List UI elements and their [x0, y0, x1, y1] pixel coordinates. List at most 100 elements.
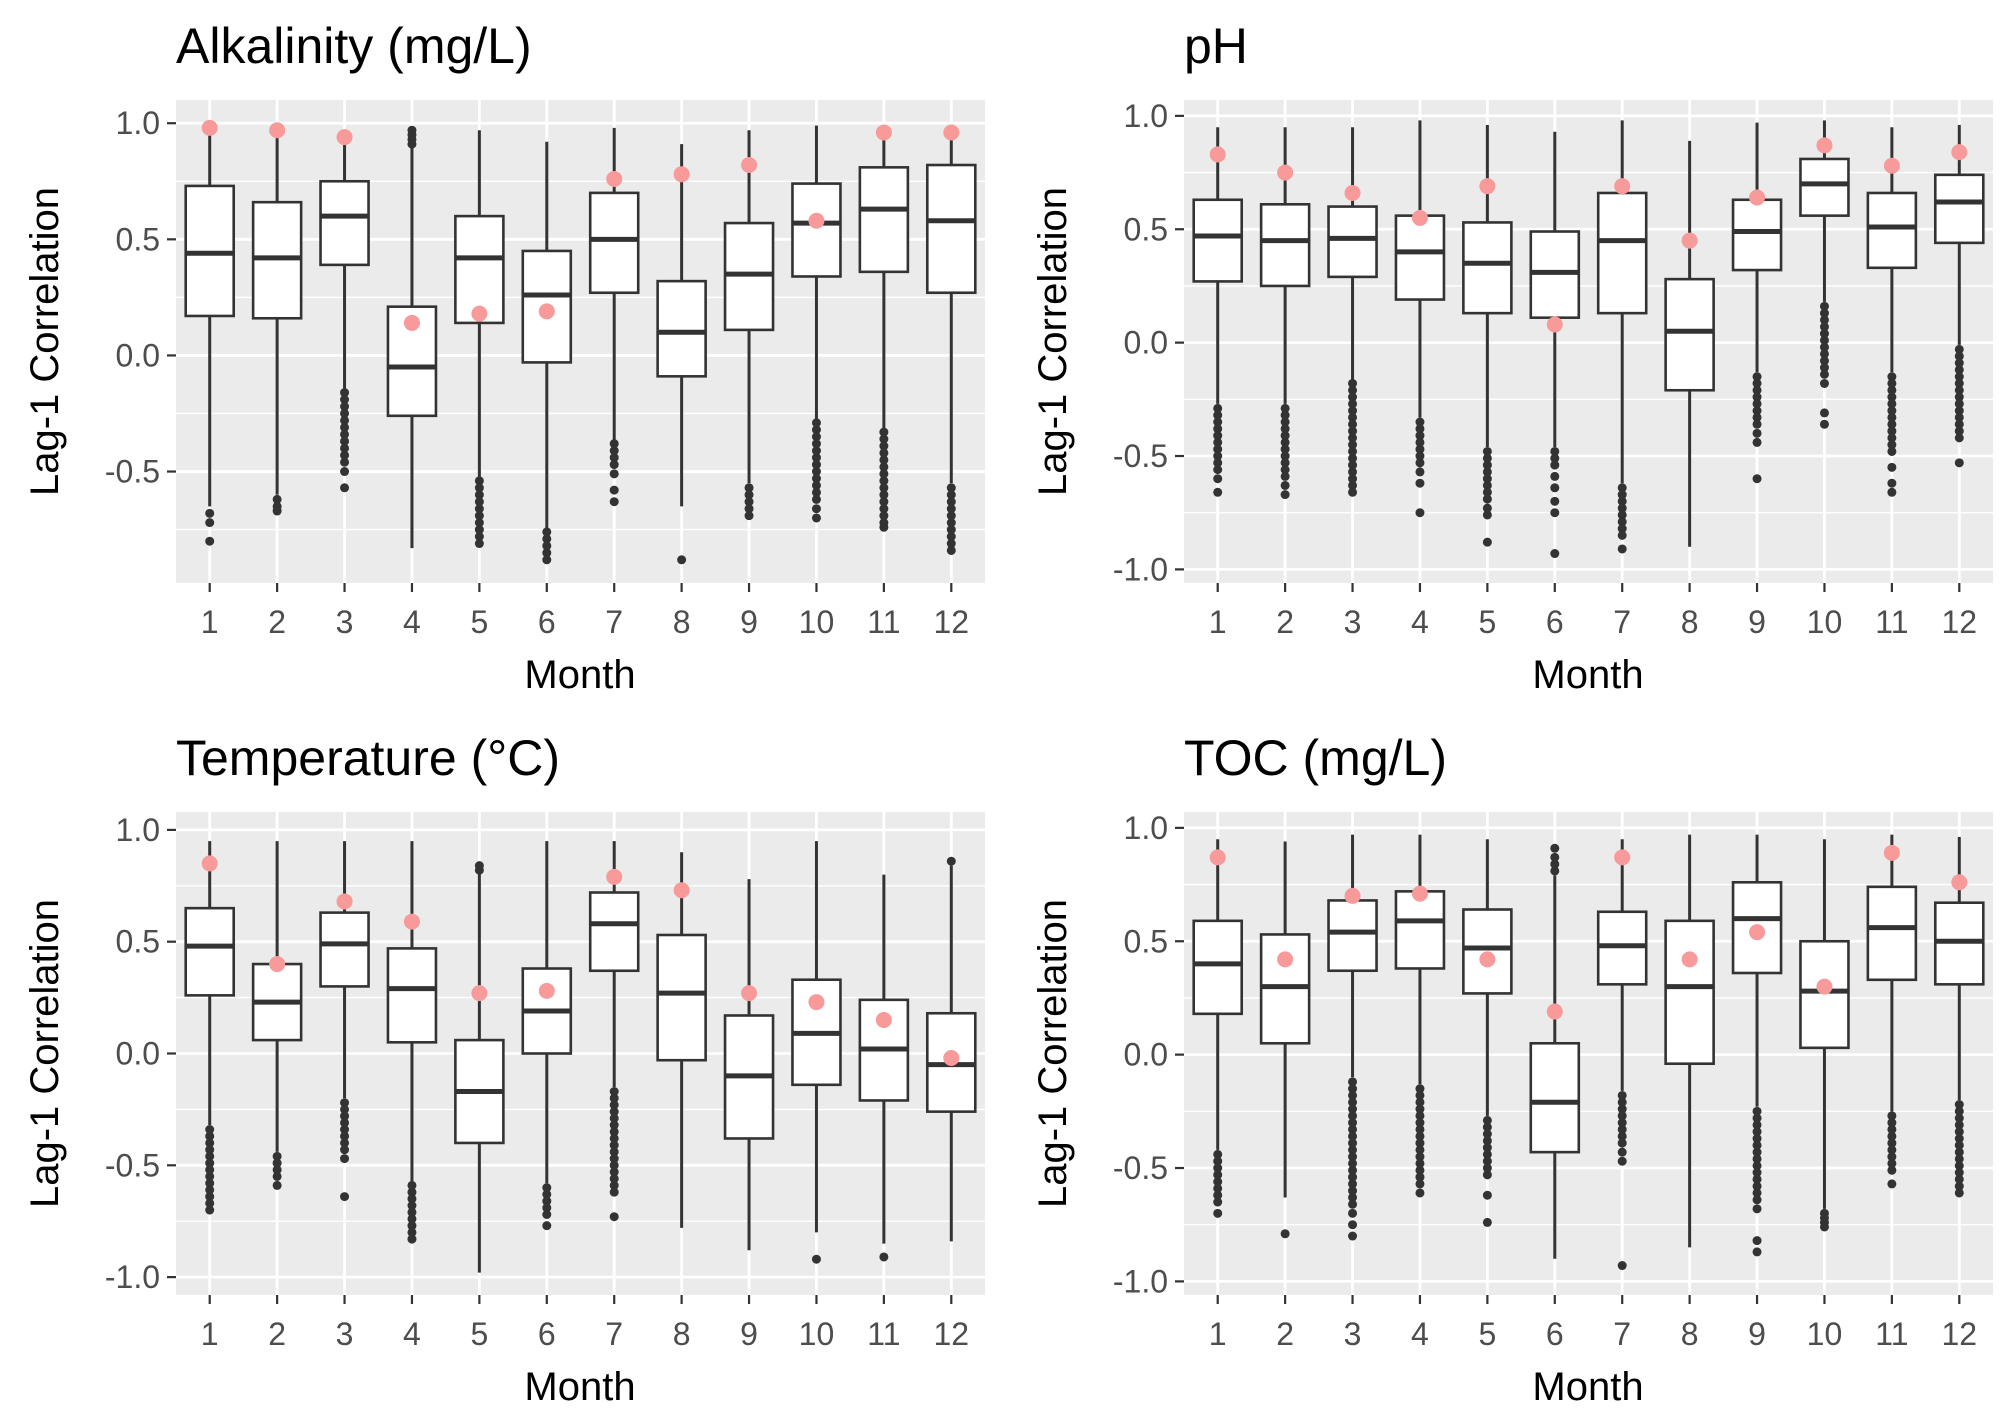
outlier-point: [609, 1187, 619, 1197]
outlier-point: [1550, 859, 1560, 869]
outlier-point: [1348, 1097, 1358, 1107]
outlier-point: [879, 476, 889, 486]
outlier-point: [1280, 458, 1290, 468]
outlier-point: [1954, 392, 1964, 402]
outlier-point: [272, 494, 282, 504]
box-month-1: [1192, 127, 1244, 497]
outlier-point: [879, 1252, 889, 1262]
box-month-8: [656, 144, 707, 565]
x-tick-label: 11: [867, 604, 900, 640]
outlier-point: [1752, 428, 1762, 438]
y-tick-label: 0.5: [1124, 923, 1168, 959]
outlier-point: [542, 555, 552, 565]
outlier-point: [474, 504, 484, 514]
panel-2: 1.00.50.0-0.5-1.01 2 3 4 5 6 7 8 9 10 11 12pHMonthL…: [1031, 18, 1993, 697]
observed-point: [1277, 951, 1294, 968]
observed-point: [471, 305, 488, 322]
box-month-7: [588, 841, 640, 1222]
outlier-point: [1752, 1161, 1762, 1171]
outlier-point: [744, 490, 754, 500]
outlier-point: [1954, 1147, 1964, 1157]
observed-point: [1209, 849, 1226, 866]
outlier-point: [1954, 1127, 1964, 1137]
outlier-point: [1348, 474, 1358, 484]
outlier-point: [340, 408, 350, 418]
outlier-point: [1280, 410, 1290, 420]
y-axis-title: Lag-1 Correlation: [1031, 899, 1075, 1208]
outlier-point: [340, 1154, 350, 1164]
outlier-point: [1348, 1158, 1358, 1168]
x-tick-label: 7: [1613, 604, 1631, 640]
outlier-point: [340, 1192, 350, 1202]
outlier-point: [1819, 322, 1829, 332]
outlier-point: [946, 539, 956, 549]
x-tick-label: 4: [1411, 1316, 1429, 1352]
y-tick-label: -1.0: [105, 1259, 160, 1295]
outlier-point: [407, 1187, 417, 1197]
y-axis-title: Lag-1 Correlation: [1031, 187, 1075, 496]
outlier-point: [1415, 437, 1425, 447]
x-tick-label: 2: [268, 1316, 286, 1352]
outlier-point: [811, 446, 821, 456]
outlier-point: [811, 460, 821, 470]
panel-3: 1.00.50.0-0.5-1.01 2 3 4 5 6 7 8 9 10 11 12Temperat…: [23, 730, 985, 1409]
outlier-point: [1348, 1077, 1358, 1087]
box-iqr: [1664, 919, 1715, 1066]
outlier-point: [1819, 349, 1829, 359]
observed-point: [1614, 849, 1631, 866]
x-tick-label: 12: [1941, 1316, 1977, 1352]
outlier-point: [474, 861, 484, 871]
outlier-point: [205, 1205, 215, 1215]
y-axis-title: Lag-1 Correlation: [23, 187, 67, 496]
outlier-point: [205, 508, 215, 518]
outlier-point: [1213, 465, 1223, 475]
outlier-point: [1954, 1134, 1964, 1144]
outlier-point: [1954, 458, 1964, 468]
observed-point: [1277, 164, 1294, 181]
outlier-point: [205, 1145, 215, 1155]
x-tick-label: 11: [1875, 1316, 1908, 1352]
outlier-point: [811, 1254, 821, 1264]
box-month-11: [1866, 834, 1918, 1189]
outlier-point: [1213, 1177, 1223, 1187]
observed-point: [606, 868, 623, 885]
outlier-point: [744, 483, 754, 493]
outlier-point: [1213, 1170, 1223, 1180]
outlier-point: [811, 480, 821, 490]
outlier-point: [272, 1180, 282, 1190]
box-iqr: [454, 214, 505, 325]
outlier-point: [1954, 344, 1964, 354]
outlier-point: [542, 534, 552, 544]
outlier-point: [811, 432, 821, 442]
outlier-point: [1819, 419, 1829, 429]
outlier-point: [609, 446, 619, 456]
box-month-12: [925, 856, 977, 1242]
outlier-point: [1752, 372, 1762, 382]
outlier-point: [1887, 1152, 1897, 1162]
observed-point: [1951, 144, 1968, 161]
outlier-point: [1954, 1161, 1964, 1171]
outlier-point: [1617, 496, 1627, 506]
x-tick-label: 4: [403, 1316, 421, 1352]
box-month-8: [656, 852, 707, 1228]
outlier-point: [1280, 431, 1290, 441]
outlier-point: [1348, 440, 1358, 450]
y-tick-label: 0.0: [1124, 1037, 1168, 1073]
outlier-point: [474, 525, 484, 535]
outlier-point: [1415, 424, 1425, 434]
outlier-point: [1348, 1124, 1358, 1134]
outlier-point: [474, 511, 484, 521]
outlier-point: [1954, 1106, 1964, 1116]
outlier-point: [1482, 446, 1492, 456]
outlier-point: [1954, 1113, 1964, 1123]
outlier-point: [879, 448, 889, 458]
box-month-10: [791, 125, 842, 523]
box-month-3: [1327, 127, 1378, 497]
y-tick-label: -0.5: [1113, 438, 1168, 474]
box-month-5: [454, 861, 505, 1273]
y-tick-label: 1.0: [116, 105, 160, 141]
outlier-point: [205, 1165, 215, 1175]
outlier-point: [1348, 1090, 1358, 1100]
outlier-point: [1348, 1118, 1358, 1128]
